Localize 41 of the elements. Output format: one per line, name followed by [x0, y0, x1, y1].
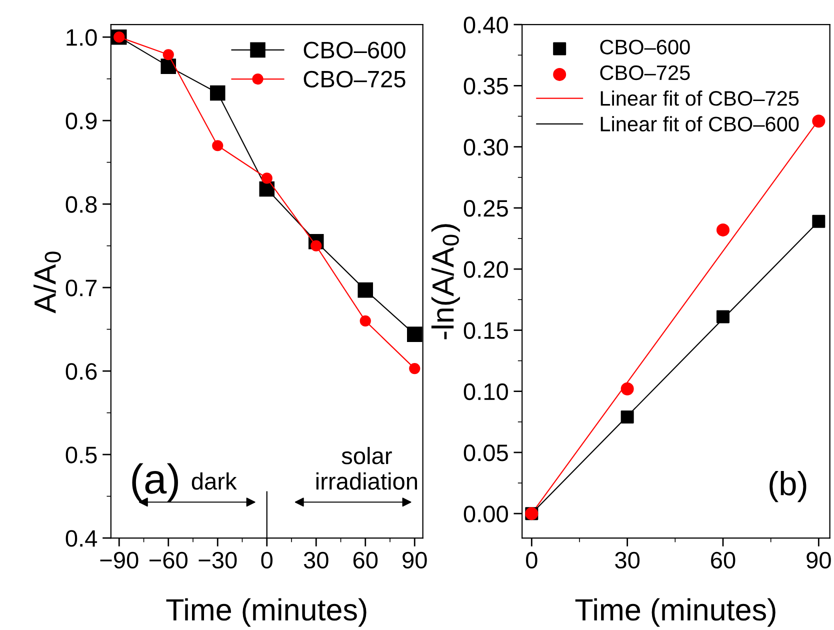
annotation: dark — [192, 472, 237, 490]
y-tick-label: 0.4 — [66, 530, 98, 547]
legend-label: CBO–600 — [600, 40, 690, 54]
y-tick-label: 0.7 — [66, 280, 97, 296]
y-tick-label: 0.15 — [464, 322, 508, 339]
x-tick-label: 60 — [353, 552, 378, 569]
y-tick-label: 0.9 — [66, 112, 97, 130]
legend-label: Linear fit of CBO–725 — [600, 90, 799, 106]
y-tick-label: 0.10 — [464, 383, 508, 400]
y-tick-label: 1.0 — [66, 29, 97, 46]
legend-label: CBO–725 — [304, 70, 406, 88]
x-tick-label: 30 — [615, 552, 640, 569]
y-axis-title: -ln(A/A$_{0}$) — [431, 224, 460, 340]
y-axis-title: A/A$_{0}$ — [33, 252, 61, 314]
y-tick-label: 0.05 — [464, 444, 508, 462]
x-tick-label: 60 — [711, 552, 736, 569]
legend-label: CBO–725 — [600, 65, 690, 80]
y-tick-label: 0.8 — [66, 196, 97, 213]
y-tick-label: 0.35 — [464, 78, 508, 94]
y-tick-label: 0.30 — [464, 138, 508, 156]
annotation: solar irradiation — [316, 446, 418, 490]
y-tick-label: 0.6 — [66, 363, 97, 380]
x-tick-label: 90 — [402, 552, 427, 569]
legend-label: Linear fit of CBO–600 — [600, 116, 799, 132]
y-tick-label: 0.00 — [464, 506, 508, 522]
x-axis-title: Time (minutes) — [166, 598, 366, 627]
x-tick-label: 30 — [304, 552, 328, 569]
annotation: (a) — [132, 463, 178, 502]
y-tick-label: 0.25 — [464, 200, 508, 217]
y-tick-label: 0.20 — [464, 261, 508, 278]
annotation: (b) — [770, 471, 806, 502]
legend-label: CBO–600 — [304, 42, 406, 58]
y-tick-label: 0.40 — [464, 16, 508, 34]
x-tick-label: 0 — [261, 552, 273, 569]
x-tick-label: −60 — [150, 552, 188, 569]
x-tick-label: −30 — [198, 552, 237, 569]
x-tick-label: −90 — [100, 552, 138, 569]
x-tick-label: 90 — [806, 552, 831, 569]
x-axis-title: Time (minutes) — [575, 598, 776, 627]
y-tick-label: 0.5 — [66, 446, 97, 464]
x-tick-label: 0 — [526, 552, 538, 569]
